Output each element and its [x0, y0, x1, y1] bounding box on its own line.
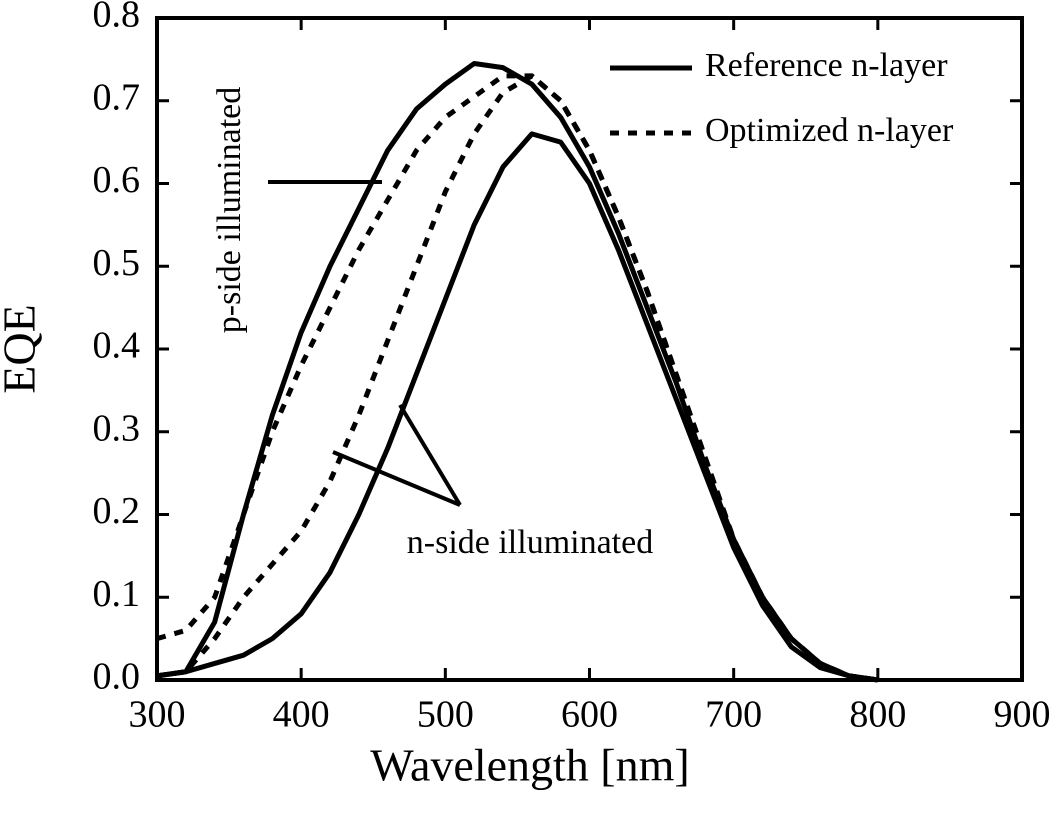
y-tick-label: 0.6	[93, 159, 141, 201]
series-line	[156, 73, 879, 683]
annotation: n-side illuminated	[407, 524, 653, 561]
series-line	[156, 61, 879, 683]
y-tick-label: 0.5	[93, 242, 141, 284]
x-tick-label: 400	[273, 694, 330, 736]
series-line	[156, 131, 879, 683]
legend-label: Reference n-layer	[705, 47, 948, 84]
x-tick-label: 600	[561, 694, 618, 736]
y-tick-label: 0.1	[93, 573, 141, 615]
x-tick-label: 300	[129, 694, 186, 736]
x-tick-label: 800	[849, 694, 906, 736]
y-tick-label: 0.2	[93, 490, 141, 532]
y-tick-label: 0.8	[93, 0, 141, 36]
series-line	[156, 73, 879, 683]
y-tick-label: 0.7	[93, 76, 141, 118]
y-axis-title: EQE	[0, 304, 45, 393]
annotation-arrow	[398, 403, 462, 507]
x-tick-label: 700	[705, 694, 762, 736]
legend-label: Optimized n-layer	[705, 112, 954, 149]
annotation: p-side illuminated	[211, 87, 248, 333]
x-axis-title: Wavelength [nm]	[370, 740, 689, 791]
annotation-arrow	[332, 450, 461, 507]
x-tick-label: 900	[994, 694, 1051, 736]
y-tick-label: 0.0	[93, 656, 141, 698]
y-tick-label: 0.4	[93, 325, 141, 367]
x-tick-label: 500	[417, 694, 474, 736]
y-tick-label: 0.3	[93, 407, 141, 449]
